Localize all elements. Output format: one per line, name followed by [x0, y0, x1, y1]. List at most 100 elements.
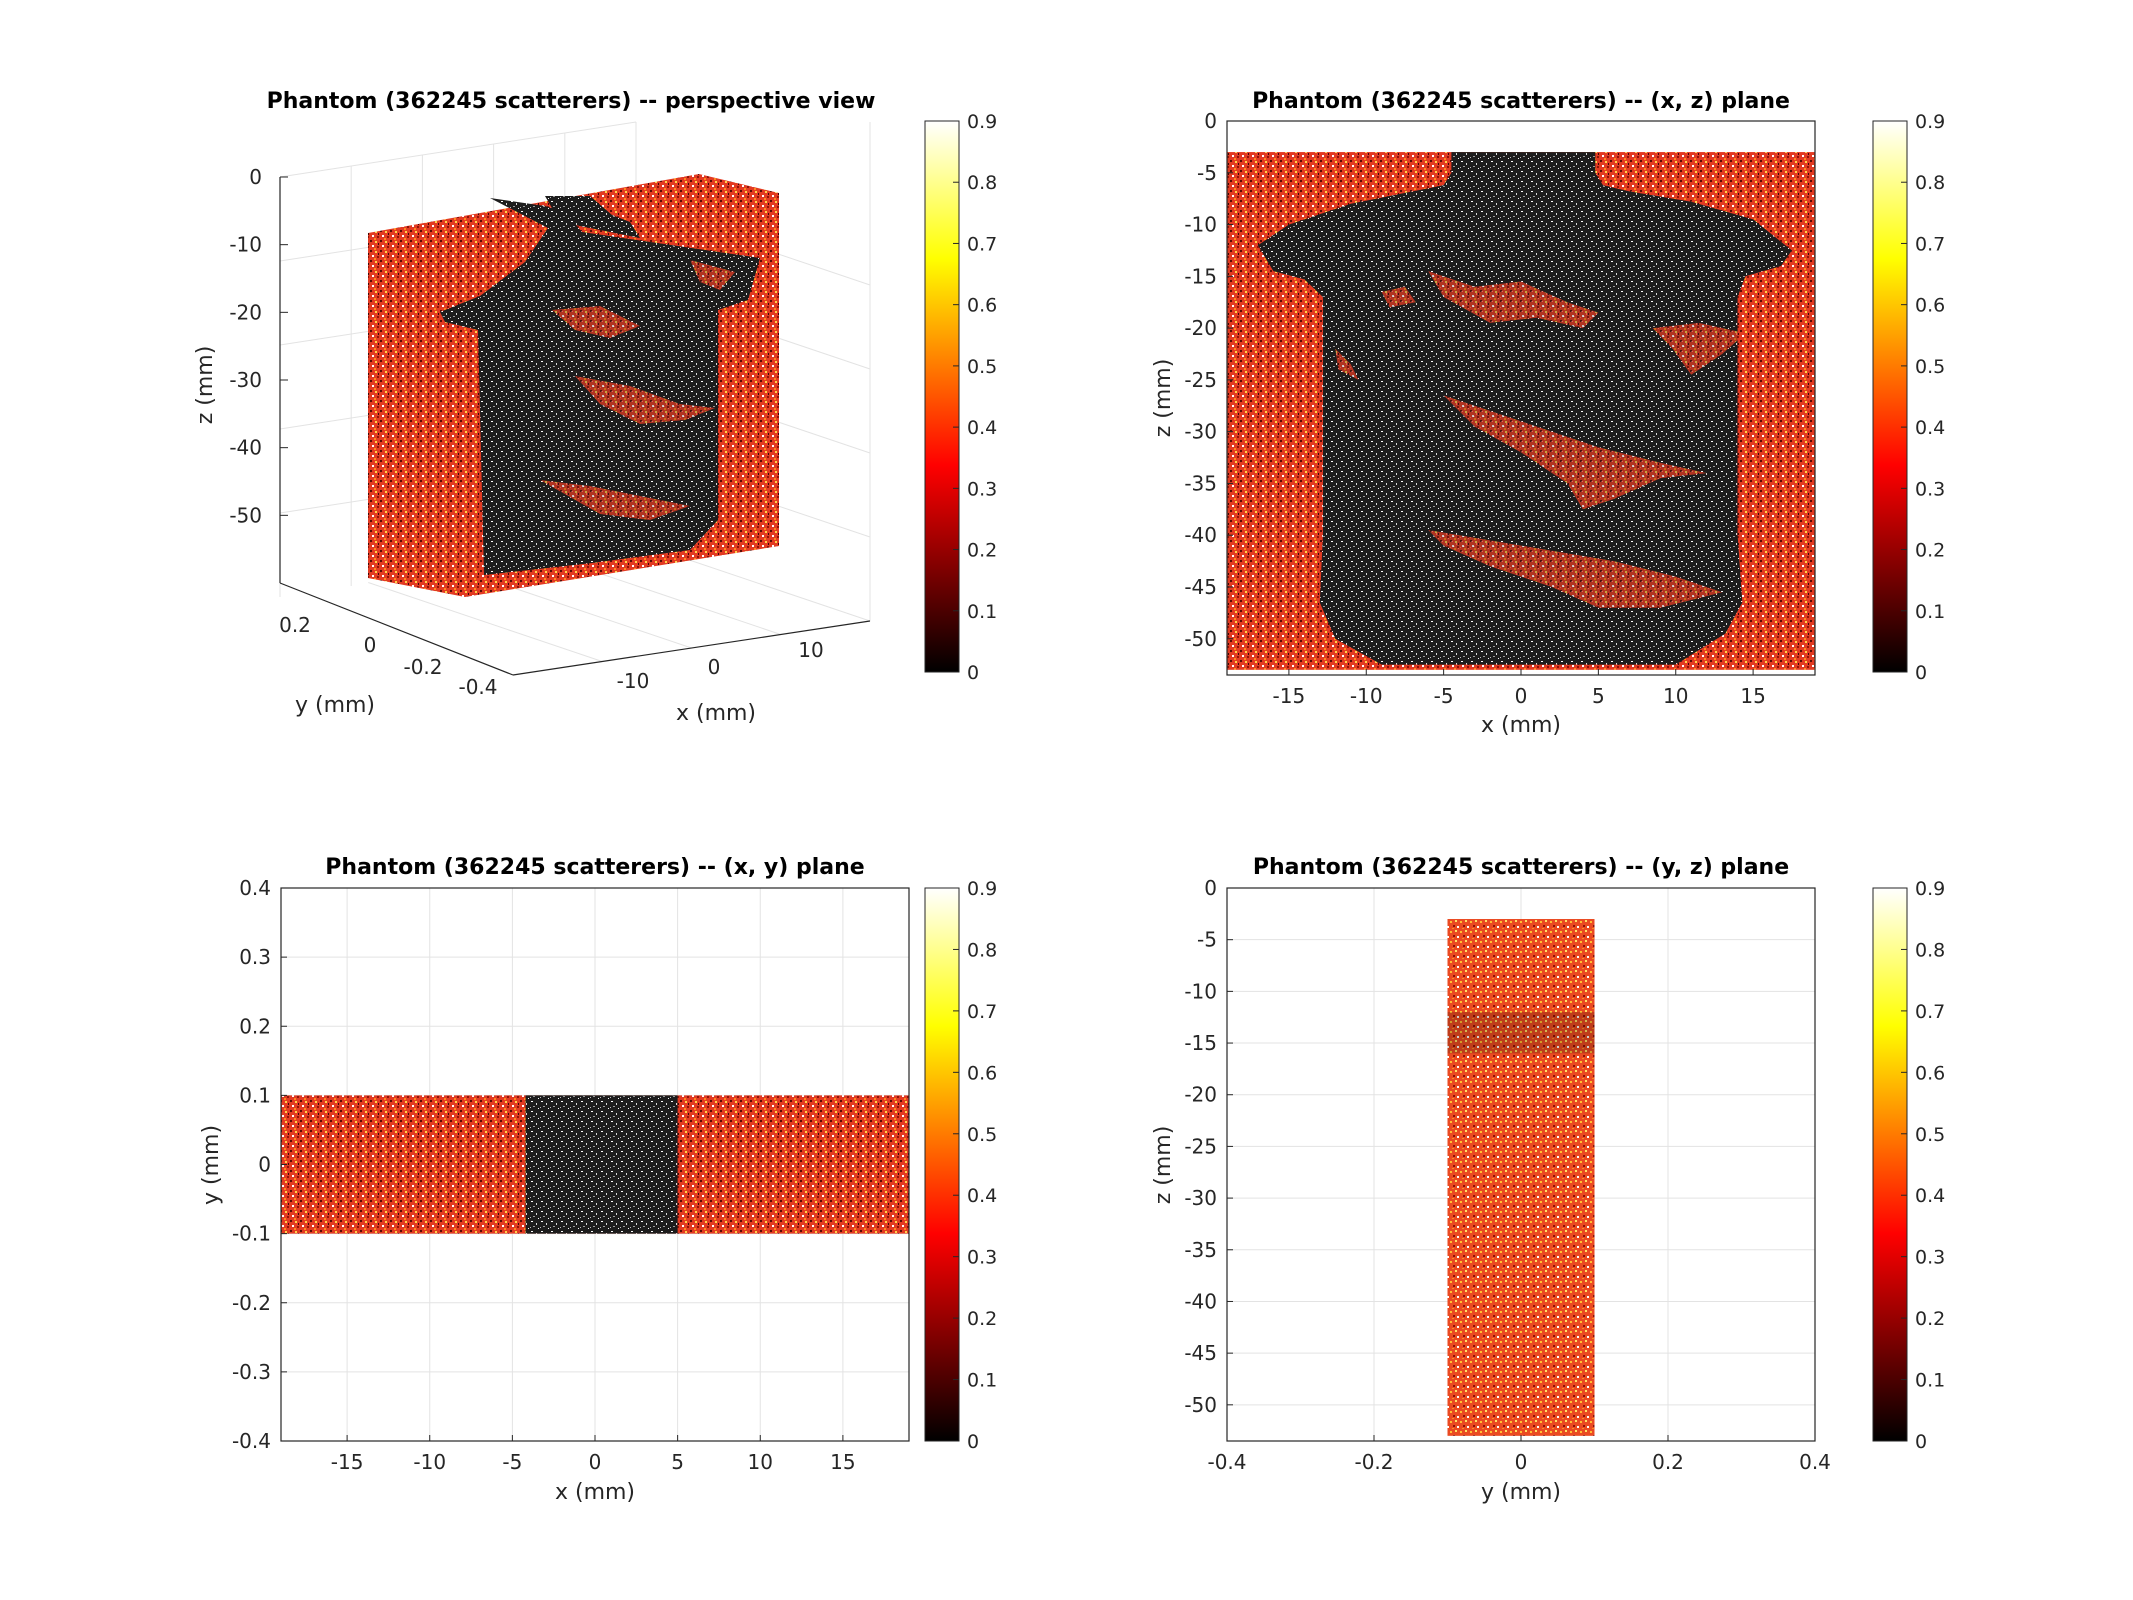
- perspective-y-label: y (mm): [295, 693, 375, 718]
- y-tick-label: -35: [1184, 1238, 1217, 1262]
- lesion-region: [552, 306, 640, 338]
- z-tick-label: -10: [229, 233, 262, 257]
- y-tick-label: -0.4: [232, 1429, 271, 1453]
- y-tick-label: 0: [364, 633, 377, 657]
- colorbar-tick-label: 0.2: [1915, 540, 1945, 562]
- lesion-region: [1443, 395, 1707, 510]
- colorbar-tick-label: 0.3: [1915, 478, 1945, 500]
- yz-y-label: z (mm): [1151, 1126, 1176, 1205]
- colorbar-gradient: [1872, 120, 1908, 673]
- colorbar-gradient: [924, 887, 960, 1442]
- y-tick-label: -45: [1184, 575, 1217, 599]
- x-tick-label: 5: [671, 1450, 684, 1474]
- colorbar-tick-label: 0.9: [967, 878, 997, 900]
- x-tick-label: -5: [502, 1450, 522, 1474]
- colorbar-tick-label: 0.1: [967, 601, 997, 623]
- lesion-region: [1428, 530, 1723, 608]
- colorbar-tick-label: 0.7: [967, 233, 997, 255]
- x-axis-line: [512, 620, 871, 676]
- y-tick-label: -10: [1184, 213, 1217, 237]
- y-tick-label: 0.4: [239, 876, 271, 900]
- y-tick-label: 0.1: [239, 1083, 271, 1107]
- y-tick-label: -20: [1184, 1083, 1217, 1107]
- lesion-region: [1381, 286, 1416, 308]
- cyst-neck: [545, 196, 640, 238]
- colorbar-tick-label: 0.7: [1915, 233, 1945, 255]
- colorbar-tick-label: 0.4: [1915, 417, 1945, 439]
- y-tick-label: -5: [1197, 161, 1217, 185]
- colorbar-tick-label: 0.1: [1915, 601, 1945, 623]
- colorbar-gradient: [924, 120, 960, 673]
- y-tick-label: -0.2: [403, 655, 442, 679]
- lesion-region: [1428, 271, 1599, 329]
- x-tick-label: -5: [1434, 684, 1454, 708]
- colorbar-tick-label: 0.6: [967, 295, 997, 317]
- x-tick-label: -15: [331, 1450, 364, 1474]
- lesion-region: [1335, 348, 1359, 380]
- cyst-shadow-band: [1447, 1012, 1595, 1054]
- xy-plot-area: -15 -10 -5 0 5 10 15 0.4 0.3 0.2 0.1 0 -0.1 -0.2 -0.3 -…: [232, 876, 910, 1474]
- y-tick-label: -40: [1184, 1289, 1217, 1313]
- y-tick-label: -0.4: [458, 675, 497, 699]
- xz-x-label: x (mm): [1481, 713, 1561, 738]
- y-tick-label: -45: [1184, 1341, 1217, 1365]
- y-tick-label: -30: [1184, 420, 1217, 444]
- lesion-region: [575, 376, 715, 424]
- floor-grid-x: [368, 582, 603, 662]
- x-tick-label: 10: [748, 1450, 773, 1474]
- colorbar-tick-label: 0.4: [1915, 1185, 1945, 1207]
- colorbar-tick-label: 0.3: [1915, 1247, 1945, 1269]
- y-tick-label: -0.2: [232, 1291, 271, 1315]
- yz-title: Phantom (362245 scatterers) -- (y, z) pl…: [1253, 855, 1789, 880]
- scatter-points: [1447, 919, 1595, 1436]
- y-tick-label: -0.1: [232, 1222, 271, 1246]
- x-tick-label: 10: [1663, 684, 1688, 708]
- perspective-z-label: z (mm): [193, 346, 218, 425]
- back-wall-top-edge: [279, 121, 637, 178]
- colorbar-tick-label: 0.4: [967, 1185, 997, 1207]
- x-tick-label: 0: [589, 1450, 602, 1474]
- y-tick-label: 0.2: [279, 613, 311, 637]
- colorbar-tick-label: 0.1: [1915, 1370, 1945, 1392]
- x-tick-label: -0.2: [1354, 1450, 1393, 1474]
- lesion-region: [1652, 322, 1746, 375]
- colorbar-tick-label: 0.8: [1915, 939, 1945, 961]
- colorbar-tick-label: 0.9: [1915, 878, 1945, 900]
- colorbar-tick-label: 0: [1915, 662, 1927, 684]
- y-axis-line: [279, 582, 514, 676]
- colorbar-tick-label: 0: [967, 662, 979, 684]
- xz-title: Phantom (362245 scatterers) -- (x, z) pl…: [1252, 89, 1790, 114]
- y-tick-label: -15: [1184, 264, 1217, 288]
- lesion-region: [540, 480, 690, 520]
- y-tick-label: 0: [1204, 109, 1217, 133]
- colorbar-xy: 0 0.1 0.2 0.3 0.4 0.5 0.6 0.7 0.8 0.9: [924, 878, 997, 1453]
- x-tick-label: -10: [1350, 684, 1383, 708]
- y-tick-label: -50: [1184, 1393, 1217, 1417]
- y-tick-label: -35: [1184, 471, 1217, 495]
- colorbar-tick-label: 0.2: [967, 1308, 997, 1330]
- x-tick-label: 5: [1592, 684, 1605, 708]
- colorbar-tick-label: 0.9: [1915, 111, 1945, 133]
- colorbar-tick-label: 0.2: [967, 540, 997, 562]
- colorbar-tick-label: 0.5: [967, 356, 997, 378]
- y-tick-label: -5: [1197, 928, 1217, 952]
- x-tick-label: 0.4: [1799, 1450, 1831, 1474]
- colorbar-tick-label: 0.8: [967, 172, 997, 194]
- colorbar-tick-label: 0.8: [967, 939, 997, 961]
- colorbar-tick-label: 0.7: [1915, 1001, 1945, 1023]
- y-tick-label: -25: [1184, 368, 1217, 392]
- perspective-x-label: x (mm): [676, 701, 756, 726]
- x-tick-label: 0: [1515, 684, 1528, 708]
- colorbar-tick-label: 0.2: [1915, 1308, 1945, 1330]
- colorbar-tick-label: 0.5: [1915, 356, 1945, 378]
- xy-y-label: y (mm): [199, 1125, 224, 1205]
- colorbar-tick-label: 0.3: [967, 1247, 997, 1269]
- y-tick-label: 0.2: [239, 1014, 271, 1038]
- z-tick-label: -20: [229, 300, 262, 324]
- colorbar-tick-label: 0.6: [967, 1062, 997, 1084]
- z-tick-label: -30: [229, 368, 262, 392]
- y-tick-label: -10: [1184, 979, 1217, 1003]
- lesion-region: [690, 260, 735, 290]
- y-tick-label: 0: [1204, 876, 1217, 900]
- x-tick-label: 0: [1515, 1450, 1528, 1474]
